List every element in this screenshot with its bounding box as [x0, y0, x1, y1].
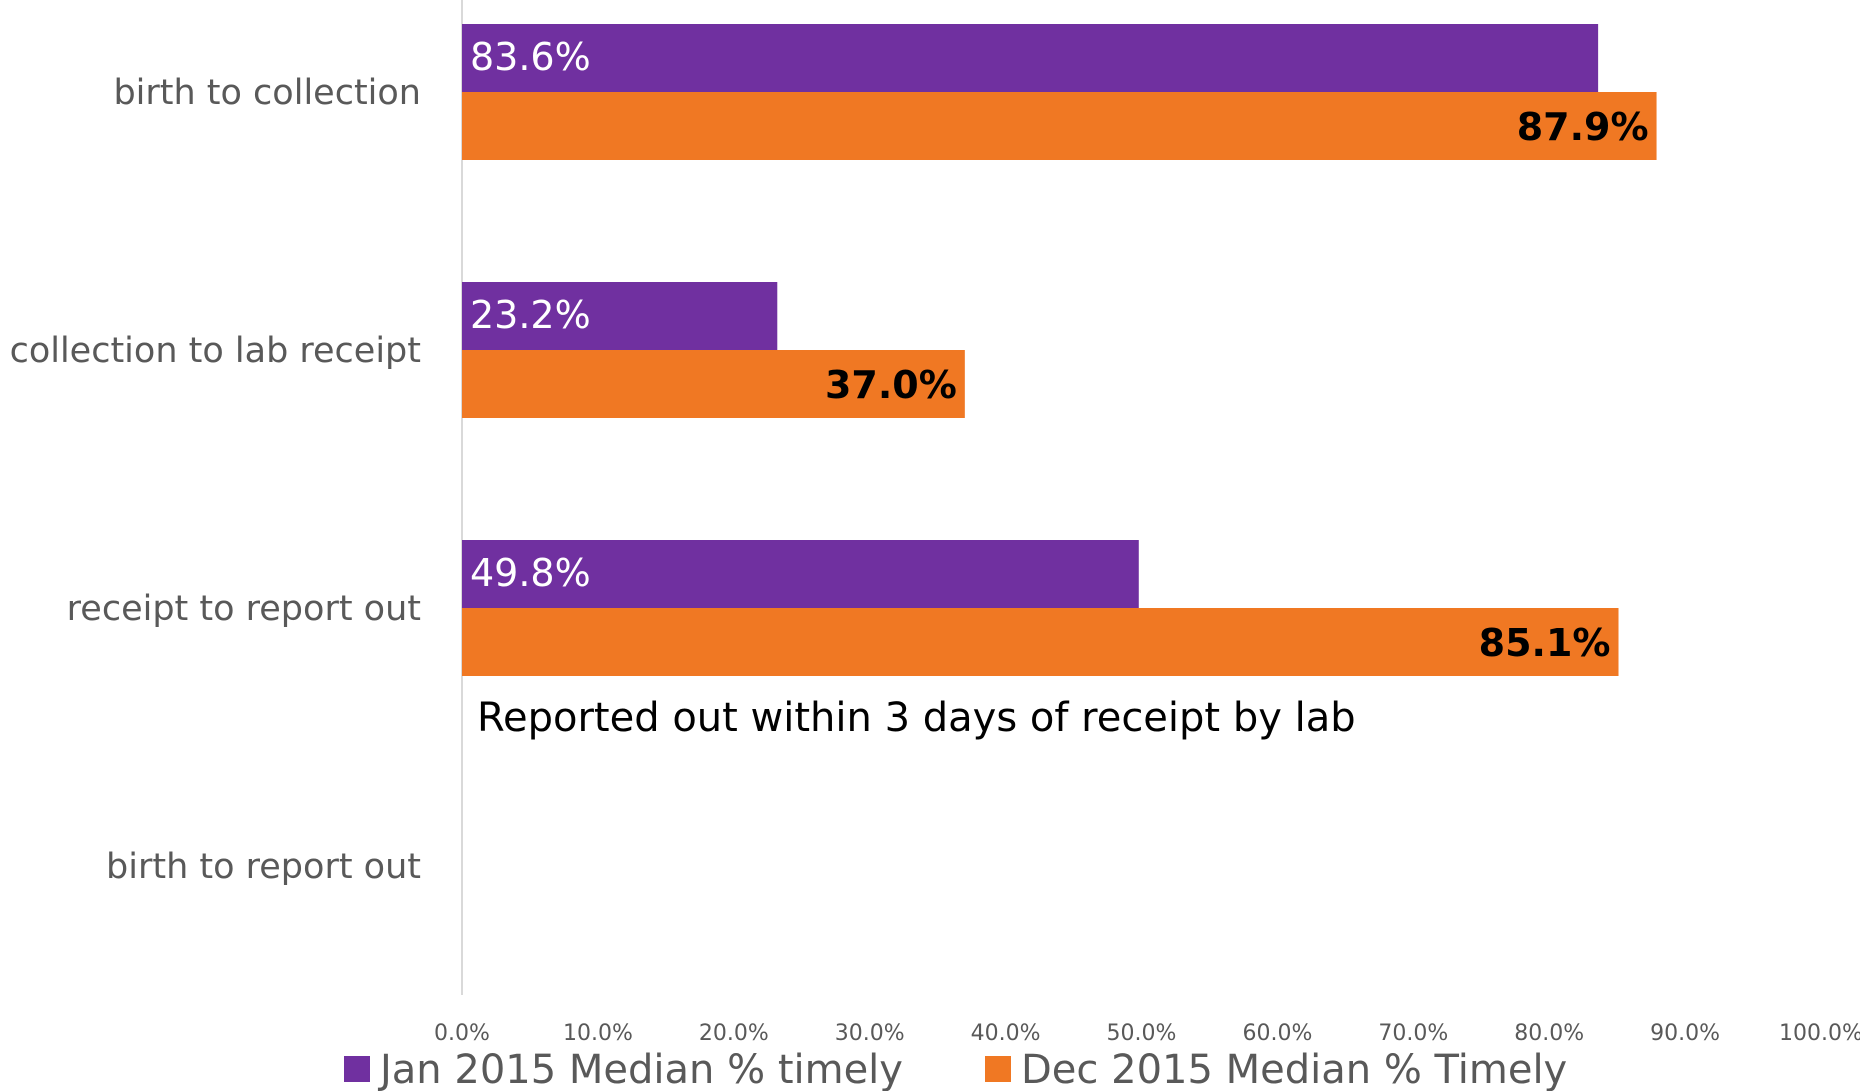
legend-swatch-dec [985, 1056, 1011, 1082]
value-label-dec: 87.9% [1517, 105, 1649, 149]
x-tick-label: 20.0% [699, 1021, 769, 1046]
bar-dec-2015 [462, 92, 1657, 160]
value-label-dec: 85.1% [1479, 621, 1611, 665]
legend-swatch-jan [344, 1056, 370, 1082]
legend: Jan 2015 Median % timely Dec 2015 Median… [344, 1047, 1567, 1091]
bar-dec-2015 [462, 350, 965, 418]
x-tick-label: 60.0% [1242, 1021, 1312, 1046]
x-tick-label: 40.0% [971, 1021, 1041, 1046]
annotation-text: Reported out within 3 days of receipt by… [477, 695, 1356, 741]
category-label: birth to report out [106, 847, 421, 887]
x-tick-label: 90.0% [1650, 1021, 1720, 1046]
value-label-jan: 49.8% [470, 551, 591, 595]
x-tick-label: 50.0% [1107, 1021, 1177, 1046]
category-label: birth to collection [113, 73, 421, 113]
x-tick-label: 10.0% [563, 1021, 633, 1046]
category-label: receipt to report out [67, 589, 421, 629]
x-tick-label: 80.0% [1514, 1021, 1584, 1046]
bar-dec-2015 [462, 608, 1619, 676]
x-tick-label: 30.0% [835, 1021, 905, 1046]
bar-jan-2015 [462, 282, 778, 350]
x-tick-label: 70.0% [1378, 1021, 1448, 1046]
value-label-jan: 23.2% [470, 293, 591, 337]
bar-jan-2015 [462, 540, 1139, 608]
bar-jan-2015 [462, 24, 1599, 92]
value-label-dec: 37.0% [825, 363, 957, 407]
value-label-jan: 83.6% [470, 35, 591, 79]
x-tick-label: 100.0% [1779, 1021, 1860, 1046]
x-tick-label: 0.0% [434, 1021, 490, 1046]
legend-label-jan: Jan 2015 Median % timely [377, 1047, 903, 1091]
legend-label-dec: Dec 2015 Median % Timely [1021, 1047, 1567, 1091]
category-label: collection to lab receipt [10, 331, 421, 371]
